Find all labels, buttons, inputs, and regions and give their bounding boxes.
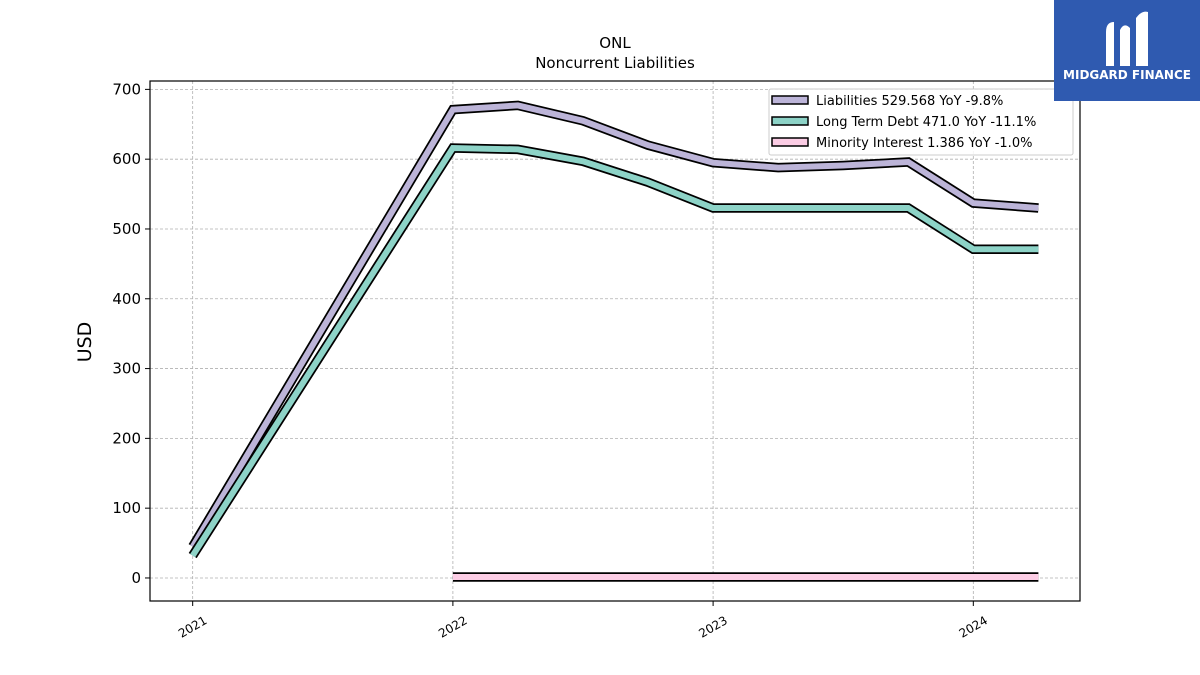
legend-entry: Minority Interest 1.386 YoY -1.0% xyxy=(816,136,1032,151)
x-tick-label: 2024 xyxy=(957,613,990,640)
y-tick-label: 600 xyxy=(112,150,141,168)
brand-logo: MIDGARD FINANCE xyxy=(1054,0,1200,101)
x-ticks: 2021 2022 2023 2024 xyxy=(176,601,990,641)
y-tick-label: 500 xyxy=(112,220,141,238)
y-tick-label: 300 xyxy=(112,360,141,378)
logo-text: MIDGARD FINANCE xyxy=(1063,68,1191,82)
legend-entry: Liabilities 529.568 YoY -9.8% xyxy=(816,94,1003,109)
y-tick-label: 0 xyxy=(131,569,141,587)
series-liabilities xyxy=(188,100,1039,550)
plot-frame xyxy=(149,80,1081,602)
x-tick-label: 2021 xyxy=(176,613,209,640)
y-tick-label: 100 xyxy=(112,499,141,517)
y-tick-label: 400 xyxy=(112,290,141,308)
chart-title: ONL xyxy=(599,34,631,52)
y-tick-label: 200 xyxy=(112,429,141,447)
legend-box xyxy=(768,88,1074,156)
grid xyxy=(150,81,1080,601)
legend-swatch xyxy=(771,137,809,147)
series-layer xyxy=(188,100,1039,582)
y-axis-label: USD xyxy=(74,322,96,363)
legend: Liabilities 529.568 YoY -9.8% Long Term D… xyxy=(768,88,1074,156)
chart-subtitle: Noncurrent Liabilities xyxy=(535,54,695,72)
legend-entry: Long Term Debt 471.0 YoY -11.1% xyxy=(816,115,1036,130)
series-line xyxy=(190,102,1039,549)
series-long-term-debt xyxy=(188,143,1039,559)
y-ticks: 0 100 200 300 400 500 600 700 xyxy=(112,80,150,587)
logo-mark-icon xyxy=(1106,11,1148,67)
series-line xyxy=(190,144,1039,558)
legend-swatch xyxy=(771,95,809,105)
y-tick-label: 700 xyxy=(112,80,141,98)
legend-swatch xyxy=(771,116,809,126)
x-tick-label: 2023 xyxy=(696,613,729,640)
x-tick-label: 2022 xyxy=(436,613,469,640)
